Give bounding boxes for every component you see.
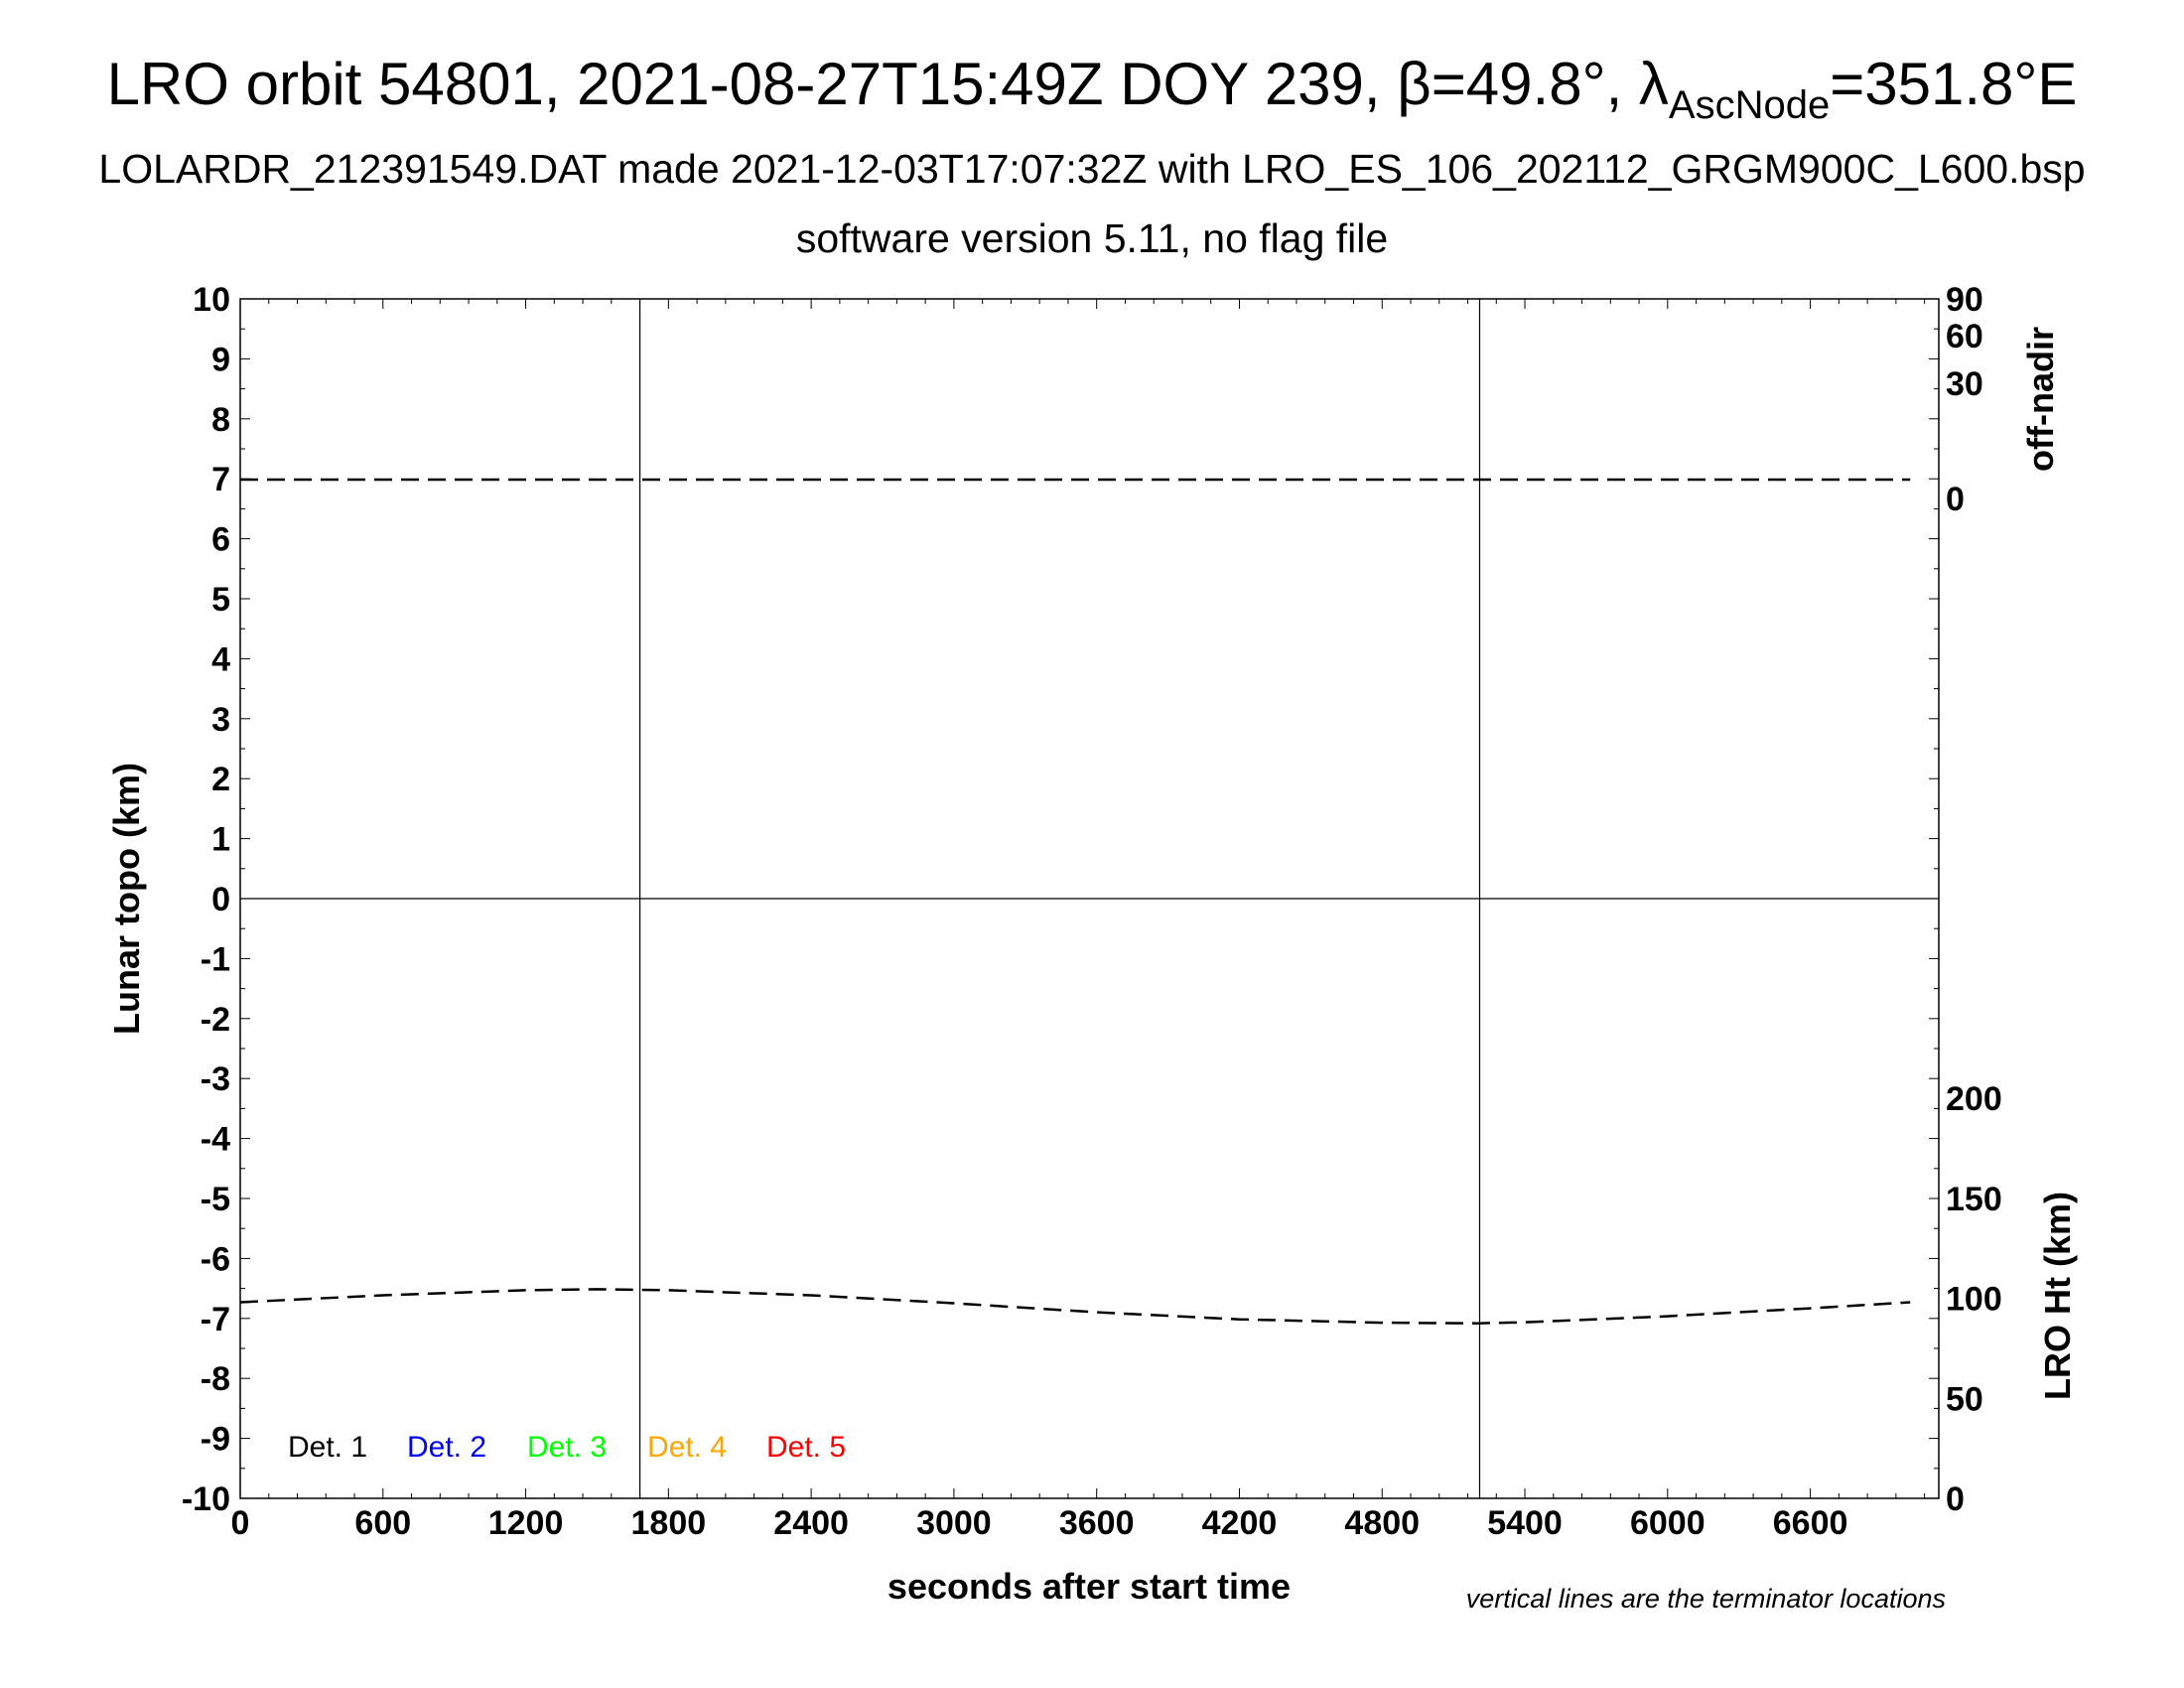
y-tick-label: 0 [211,881,230,918]
y-tick-label: -10 [182,1480,230,1518]
chart-subtitle-software: software version 5.11, no flag file [795,215,1389,261]
legend-item-det-3: Det. 3 [527,1431,607,1464]
off-nadir-tick-label: 60 [1946,318,1983,355]
y-tick-label: 2 [211,761,230,798]
y-tick-label: 10 [193,281,230,319]
y-tick-label: 8 [211,401,230,439]
y-tick-label: 3 [211,701,230,739]
legend-item-det-2: Det. 2 [407,1431,486,1464]
off-nadir-tick-label: 90 [1946,281,1983,319]
legend-item-det-5: Det. 5 [766,1431,846,1464]
chart-subtitle: LOLARDR_212391549.DAT made 2021-12-03T17… [98,146,2086,192]
y-tick-label: -8 [201,1360,230,1398]
off-nadir-axis-label: off-nadir [2020,327,2061,472]
x-tick-label: 4200 [1202,1504,1278,1542]
y-tick-label: 7 [211,461,230,498]
y-tick-label: -2 [201,1001,230,1039]
x-tick-label: 6000 [1630,1504,1706,1542]
y-tick-label: -9 [201,1421,230,1459]
y-tick-label: -6 [201,1240,230,1278]
y-tick-label: -1 [201,940,230,978]
x-tick-label: 1800 [631,1504,707,1542]
x-tick-label: 0 [231,1504,250,1542]
x-tick-label: 1200 [488,1504,564,1542]
lro-height-tick-label: 50 [1946,1380,1983,1418]
terminator-note: vertical lines are the terminator locati… [1466,1584,1946,1614]
y-tick-label: 5 [211,581,230,619]
x-tick-label: 4800 [1344,1504,1420,1542]
y-tick-label: -3 [201,1060,230,1098]
lro-height-tick-label: 150 [1946,1181,2002,1218]
y-tick-label: 4 [211,640,230,678]
legend-item-det-4: Det. 4 [647,1431,727,1464]
y-tick-label: 6 [211,521,230,559]
x-tick-label: 5400 [1487,1504,1563,1542]
x-tick-label: 3000 [916,1504,992,1542]
y-tick-label: -4 [201,1121,230,1159]
lro-height-axis-label: LRO Ht (km) [2037,1192,2078,1400]
lro-height-tick-label: 200 [1946,1080,2002,1118]
x-tick-label: 3600 [1059,1504,1135,1542]
off-nadir-tick-label: 30 [1946,365,1983,403]
lro-height-tick-label: 0 [1946,1480,1965,1518]
off-nadir-tick-label: 0 [1946,481,1965,518]
y-tick-label: -7 [201,1301,230,1338]
lro-height-tick-label: 100 [1946,1281,2002,1319]
x-tick-label: 2400 [773,1504,849,1542]
y-tick-label: 1 [211,821,230,859]
x-tick-label: 600 [354,1504,411,1542]
x-axis-label: seconds after start time [887,1566,1291,1607]
lro-height-line [239,1288,1911,1325]
x-tick-label: 6600 [1773,1504,1848,1542]
legend-item-det-1: Det. 1 [288,1431,367,1464]
y-axis-label: Lunar topo (km) [106,763,147,1035]
chart-title: LRO orbit 54801, 2021-08-27T15:49Z DOY 2… [106,51,2078,127]
y-tick-label: 9 [211,341,230,378]
y-tick-label: -5 [201,1181,230,1218]
